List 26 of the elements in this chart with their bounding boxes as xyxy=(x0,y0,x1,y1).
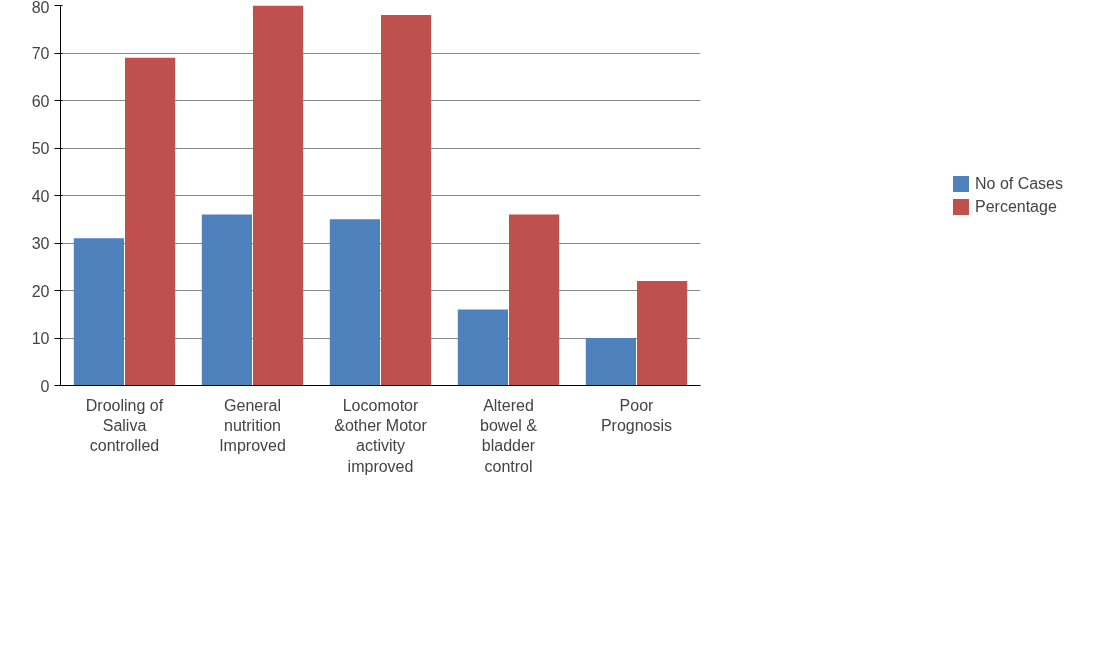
y-tick-label: 60 xyxy=(31,92,50,110)
bar xyxy=(457,309,508,386)
legend-label: Percentage xyxy=(974,197,1057,216)
y-tick-label: 80 xyxy=(31,0,50,16)
y-tick-label: 70 xyxy=(31,45,50,62)
bar xyxy=(125,57,176,386)
x-tick-label: Drooling of Saliva controlled xyxy=(85,396,164,455)
bar xyxy=(509,214,560,386)
y-tick-label: 20 xyxy=(31,282,50,300)
y-tick-label: 0 xyxy=(40,377,50,395)
bar xyxy=(381,15,432,386)
x-tick-label: General nutrition Improved xyxy=(219,396,286,455)
y-tick-label: 40 xyxy=(31,187,50,205)
bar xyxy=(201,214,252,386)
bar xyxy=(329,219,380,386)
y-tick-label: 10 xyxy=(31,330,50,347)
bar xyxy=(253,5,304,386)
x-tick-label: Altered bowel & bladder control xyxy=(480,396,538,475)
bar xyxy=(73,238,124,386)
y-tick-label: 50 xyxy=(31,140,50,157)
legend-label: No of Cases xyxy=(974,174,1064,193)
x-tick-label: Locomotor &other Motor activity improved xyxy=(334,396,428,475)
bar xyxy=(585,338,636,386)
bar xyxy=(637,281,688,386)
x-tick-label: Poor Prognosis xyxy=(600,396,673,434)
y-tick-label: 30 xyxy=(31,235,50,252)
